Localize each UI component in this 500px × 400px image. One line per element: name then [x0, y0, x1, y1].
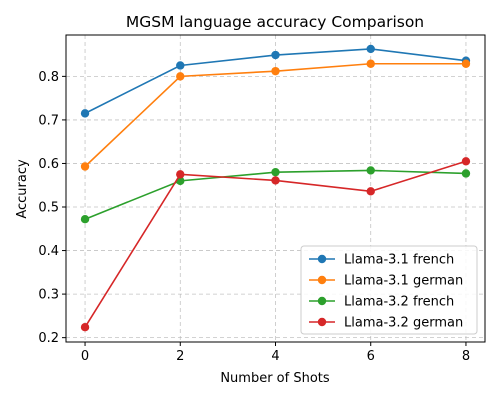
legend-label: Llama-3.1 german	[344, 274, 463, 289]
x-axis-title: Number of Shots	[220, 371, 330, 386]
data-point	[81, 109, 89, 117]
x-tick-label: 0	[81, 349, 89, 364]
data-point	[367, 45, 375, 53]
x-tick-label: 4	[271, 349, 279, 364]
data-point	[367, 187, 375, 195]
chart-title: MGSM language accuracy Comparison	[126, 13, 424, 31]
legend-swatch-marker	[318, 255, 326, 263]
legend-label: Llama-3.1 french	[344, 253, 454, 268]
data-point	[367, 60, 375, 68]
y-tick-label: 0.8	[38, 70, 59, 85]
data-point	[81, 215, 89, 223]
data-point	[462, 157, 470, 165]
y-axis-title: Accuracy	[15, 159, 30, 219]
x-tick-label: 2	[176, 349, 184, 364]
y-tick-label: 0.6	[38, 157, 59, 172]
x-tick-label: 8	[462, 349, 470, 364]
data-point	[271, 168, 279, 176]
data-point	[271, 51, 279, 59]
data-point	[176, 61, 184, 69]
data-point	[462, 60, 470, 68]
x-tick-label: 6	[367, 349, 375, 364]
y-tick-label: 0.2	[38, 331, 59, 346]
data-point	[462, 169, 470, 177]
y-tick-label: 0.3	[38, 288, 59, 303]
y-tick-label: 0.4	[38, 244, 59, 259]
data-point	[271, 67, 279, 75]
data-point	[81, 162, 89, 170]
y-tick-label: 0.5	[38, 201, 59, 216]
legend-label: Llama-3.2 german	[344, 316, 463, 331]
legend-swatch-marker	[318, 276, 326, 284]
y-tick-label: 0.7	[38, 113, 59, 128]
legend-swatch-marker	[318, 318, 326, 326]
data-point	[367, 166, 375, 174]
data-point	[176, 170, 184, 178]
legend: Llama-3.1 french Llama-3.1 german Llama-3.…	[301, 246, 477, 334]
legend-swatch-marker	[318, 297, 326, 305]
legend-label: Llama-3.2 french	[344, 295, 454, 310]
data-point	[81, 323, 89, 331]
data-point	[176, 72, 184, 80]
data-point	[271, 176, 279, 184]
